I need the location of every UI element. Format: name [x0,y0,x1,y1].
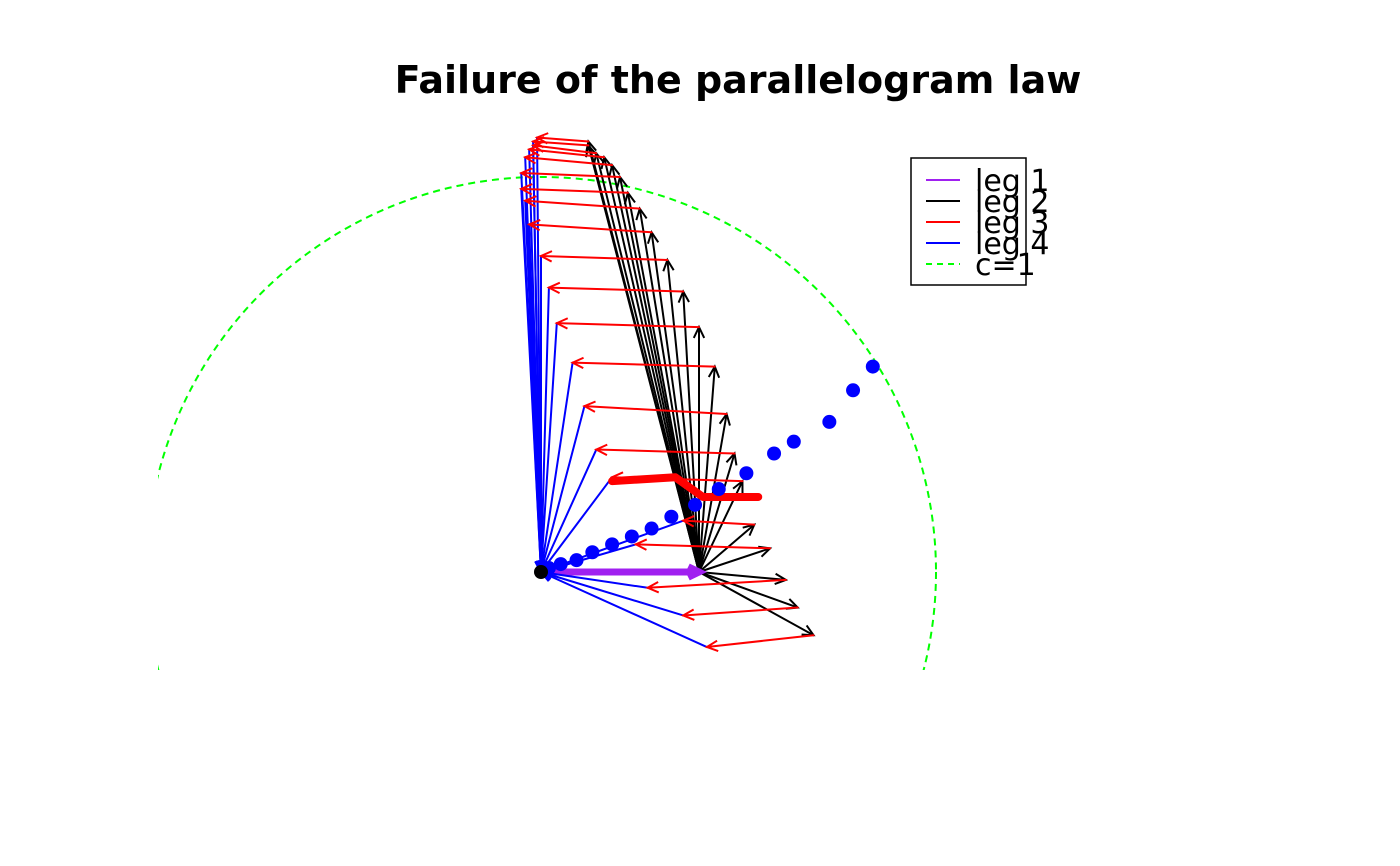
endpoint-marker-6 [645,522,659,536]
legend-label-c1: c=1 [975,248,1036,283]
endpoint-marker-13 [822,415,836,429]
endpoint-marker-1 [554,557,568,571]
leg3-arrow-0 [707,635,814,647]
leg3-arrow-1 [683,608,798,616]
endpoint-marker-15 [866,360,880,374]
leg3-arrow-6 [596,450,734,454]
endpoint-marker-14 [846,383,860,397]
endpoint-marker-5 [625,529,639,543]
endpoint-marker-2 [570,553,584,567]
endpoint-marker-8 [688,498,702,512]
leg2-arrow-8 [699,367,715,572]
chart-title: Failure of the parallelogram law [395,58,1082,102]
endpoint-marker-3 [585,545,599,559]
endpoint-marker-9 [712,482,726,496]
leg4-arrow-0 [541,572,707,647]
endpoint-marker-4 [605,537,619,551]
leg3-arrow-13 [525,201,640,209]
endpoint-marker-7 [664,510,678,524]
leg4-arrow-9 [541,323,557,572]
endpoint-marker-11 [767,447,781,461]
leg4-arrow-1 [541,572,683,615]
leg3-arrow-10 [549,288,683,292]
legend: leg 1 leg 2 leg 3 leg 4 c=1 [911,158,1049,285]
leg2-series [586,141,814,635]
origin-marker [534,565,548,579]
leg3-arrow-15 [521,173,620,177]
leg3-arrow-9 [557,323,699,327]
endpoint-marker-12 [787,435,801,449]
endpoint-marker-10 [739,466,753,480]
leg3-arrow-8 [573,363,715,367]
